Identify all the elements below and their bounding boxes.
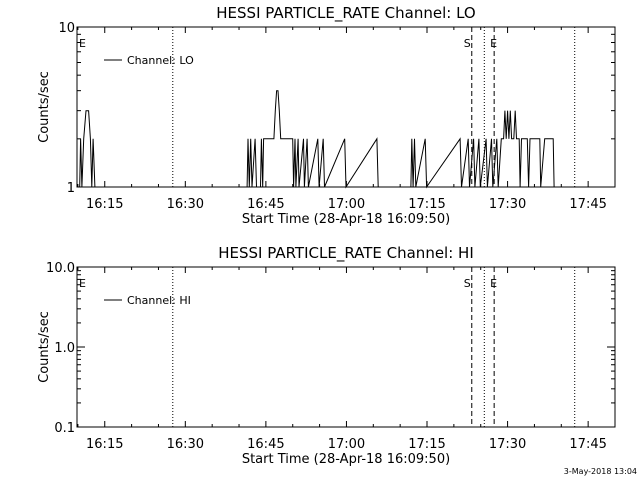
marker-label-s: S (464, 277, 471, 290)
y-tick-label: 1 (67, 181, 75, 196)
x-tick-label: 17:45 (569, 437, 606, 452)
x-tick-label: 17:30 (489, 197, 526, 212)
x-tick-label: 17:00 (328, 197, 365, 212)
legend-label: Channel: LO (127, 54, 194, 67)
x-tick-label: 17:00 (328, 437, 365, 452)
x-tick-label: 16:45 (247, 437, 284, 452)
x-tick-label: 17:15 (408, 197, 445, 212)
panel-1: HESSI PARTICLE_RATE Channel: LO E S E 16:15 1… (37, 4, 616, 227)
marker-label-e: E (79, 37, 86, 50)
legend-label: Channel: HI (127, 294, 191, 307)
marker-label-s: S (464, 37, 471, 50)
marker-label-e: E (79, 277, 86, 290)
x-tick-label: 17:30 (489, 437, 526, 452)
y-axis-label: Counts/sec (37, 311, 52, 383)
timestamp: 3-May-2018 13:04 (564, 467, 637, 476)
chart-title: HESSI PARTICLE_RATE Channel: HI (218, 244, 474, 263)
y-tick-label: 10.0 (46, 261, 75, 276)
y-tick-label: 1.0 (54, 341, 75, 356)
panel-2: HESSI PARTICLE_RATE Channel: HI E S E 16:15 1… (37, 244, 616, 467)
y-axis-label: Counts/sec (37, 71, 52, 143)
series-line-1 (77, 90, 563, 189)
x-tick-label: 16:30 (167, 437, 204, 452)
x-tick-label: 17:45 (569, 197, 606, 212)
marker-label-e: E (490, 37, 497, 50)
y-tick-label: 10 (58, 21, 75, 36)
x-axis-label: Start Time (28-Apr-18 16:09:50) (242, 452, 450, 467)
x-tick-label: 16:45 (247, 197, 284, 212)
x-tick-label: 16:15 (86, 437, 123, 452)
x-axis-label: Start Time (28-Apr-18 16:09:50) (242, 212, 450, 227)
x-tick-label: 16:30 (167, 197, 204, 212)
x-tick-label: 17:15 (408, 437, 445, 452)
chart-title: HESSI PARTICLE_RATE Channel: LO (216, 4, 475, 23)
x-tick-label: 16:15 (86, 197, 123, 212)
marker-label-e: E (490, 277, 497, 290)
y-tick-label: 0.1 (54, 421, 75, 436)
